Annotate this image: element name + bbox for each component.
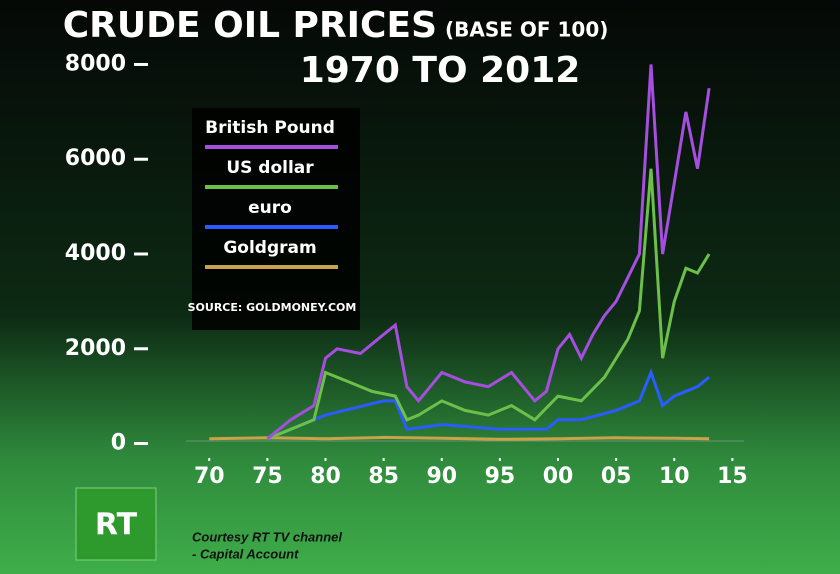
series-line bbox=[266, 368, 711, 441]
x-tick-label: 90 bbox=[426, 464, 457, 489]
x-tick-label: 00 bbox=[543, 464, 574, 489]
logo-box bbox=[75, 487, 157, 561]
series-line bbox=[266, 168, 711, 441]
y-tick-label: 4000 bbox=[65, 241, 126, 266]
x-tick-label: 15 bbox=[717, 464, 748, 489]
legend-label: Goldgram bbox=[223, 238, 316, 258]
x-tick-label: 05 bbox=[601, 464, 632, 489]
x-tick-label: 75 bbox=[252, 464, 283, 489]
chart-subtitle: 1970 TO 2012 bbox=[300, 50, 581, 91]
x-tick-label: 85 bbox=[368, 464, 399, 489]
x-tick-label: 10 bbox=[659, 464, 690, 489]
legend-label: British Pound bbox=[205, 118, 335, 138]
source: SOURCE: GOLDMONEY.COM bbox=[188, 301, 357, 314]
chart-title: CRUDE OIL PRICES bbox=[63, 5, 437, 46]
y-tick-label: 2000 bbox=[65, 336, 126, 361]
legend-label: US dollar bbox=[226, 158, 314, 178]
x-tick-label: 80 bbox=[310, 464, 341, 489]
x-tick-label: 95 bbox=[485, 464, 516, 489]
credit: Courtesy RT TV channel bbox=[192, 529, 342, 544]
y-tick-label: 6000 bbox=[65, 146, 126, 171]
legend-box bbox=[192, 108, 360, 330]
title-note: (BASE OF 100) bbox=[445, 18, 608, 42]
credit: - Capital Account bbox=[192, 546, 299, 561]
y-tick-label: 8000 bbox=[65, 51, 126, 76]
x-tick-label: 70 bbox=[194, 464, 225, 489]
legend-label: euro bbox=[248, 198, 292, 218]
logo: RT bbox=[95, 508, 138, 543]
series-line bbox=[266, 64, 711, 440]
series-line bbox=[209, 435, 710, 441]
y-tick-label: 0 bbox=[111, 431, 126, 456]
